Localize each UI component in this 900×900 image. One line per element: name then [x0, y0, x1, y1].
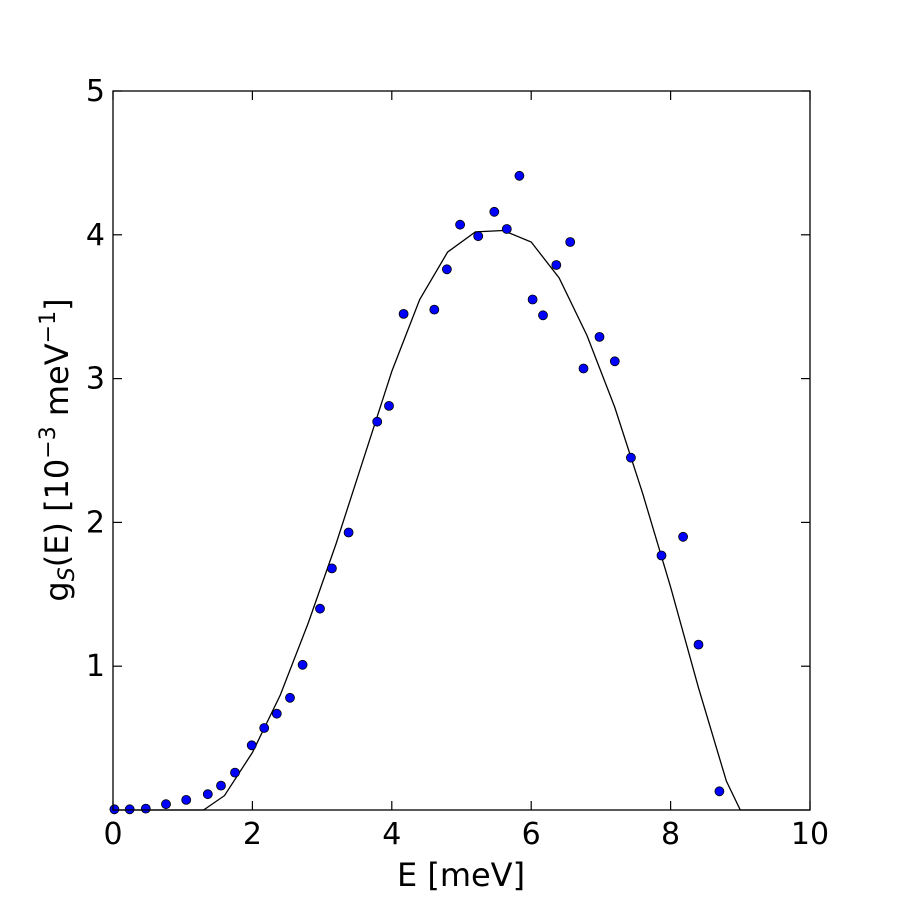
y-tick-label: 5	[86, 74, 105, 109]
x-tick-label: 4	[382, 817, 401, 852]
data-point	[565, 237, 576, 247]
y-axis-title-main: g	[38, 581, 76, 601]
points-layer	[109, 170, 725, 815]
x-axis-title: E [meV]	[397, 856, 525, 894]
y-axis-title-unit: meV	[38, 343, 76, 426]
data-point	[455, 219, 466, 230]
data-point	[398, 308, 409, 319]
y-axis-title: gS(E) [10−3 meV−1]	[36, 298, 80, 601]
data-point	[271, 708, 282, 719]
data-point	[315, 603, 325, 614]
y-axis-title-unit-exp: −1	[36, 311, 61, 343]
data-point	[527, 294, 538, 305]
data-point	[230, 767, 240, 778]
y-tick-label: 3	[86, 362, 105, 397]
data-point	[489, 206, 500, 217]
data-point	[140, 803, 151, 814]
y-axis-title-exp: −3	[36, 426, 61, 458]
data-point	[693, 639, 704, 650]
data-point	[161, 799, 171, 810]
x-tick-label: 8	[661, 817, 680, 852]
y-axis-title-close: ]	[38, 298, 76, 310]
data-point	[429, 304, 440, 315]
data-point	[538, 310, 548, 321]
data-point	[181, 795, 192, 805]
data-point	[202, 789, 213, 800]
data-point	[326, 563, 337, 574]
x-tick-label: 6	[522, 817, 541, 852]
data-point	[246, 740, 257, 751]
data-point	[656, 550, 667, 561]
data-point	[678, 531, 688, 542]
fit-layer	[113, 229, 810, 811]
data-point	[551, 260, 562, 270]
data-point	[714, 786, 725, 797]
data-point	[594, 331, 605, 342]
data-point	[609, 356, 620, 367]
data-point	[578, 363, 589, 374]
x-tick-label: 0	[103, 817, 122, 852]
y-tick-label: 2	[86, 505, 105, 540]
data-point	[124, 804, 135, 815]
data-point	[501, 224, 512, 234]
data-point	[285, 692, 295, 703]
ticks-layer	[112, 90, 811, 810]
data-point	[259, 723, 270, 733]
data-point	[372, 416, 383, 427]
x-tick-label: 2	[243, 817, 262, 852]
y-axis-title-paren: (E) [10	[38, 459, 76, 568]
y-tick-label: 1	[86, 649, 105, 684]
data-point	[441, 264, 452, 275]
plot-frame	[112, 90, 811, 811]
data-point	[626, 452, 636, 463]
data-point	[343, 527, 354, 538]
data-point	[297, 659, 308, 670]
data-point	[384, 400, 394, 411]
data-point	[216, 780, 226, 791]
y-axis-title-subscript: S	[55, 567, 80, 581]
data-point	[473, 231, 484, 242]
y-tick-label: 4	[86, 218, 105, 253]
fit-curve	[113, 229, 810, 811]
data-point	[109, 804, 120, 815]
x-tick-label: 10	[791, 817, 829, 852]
data-point	[514, 170, 525, 181]
